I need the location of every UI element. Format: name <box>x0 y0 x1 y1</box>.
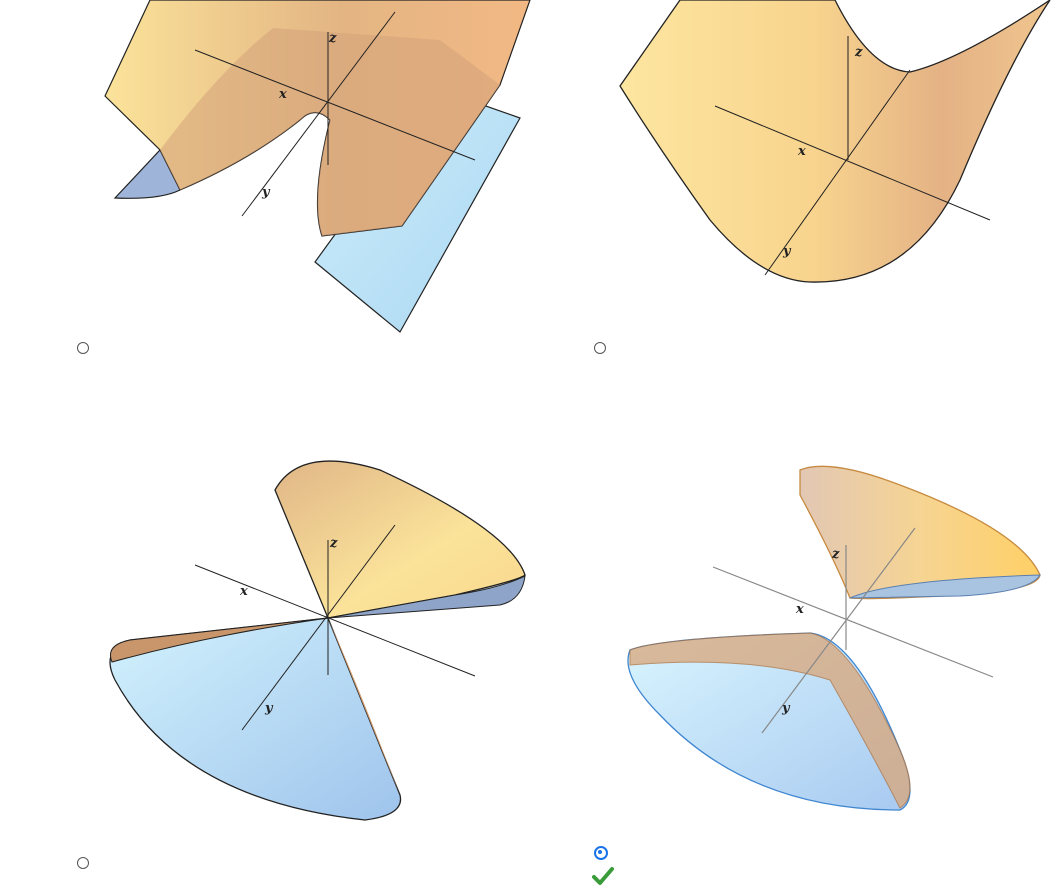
option-d-graph: x y z <box>600 450 1057 830</box>
y-axis-label: y <box>264 701 274 716</box>
option-a-graph: x y z <box>60 0 540 340</box>
x-axis-label: x <box>795 602 804 617</box>
option-a-radio[interactable] <box>77 342 89 354</box>
y-axis-label: y <box>782 244 792 259</box>
y-axis-label: y <box>261 185 271 200</box>
x-axis-label: x <box>797 144 806 159</box>
option-c-radio[interactable] <box>77 857 89 869</box>
z-axis-label: z <box>329 536 338 551</box>
z-axis-label: z <box>328 31 337 46</box>
x-axis-label: x <box>278 87 287 102</box>
z-axis-label: z <box>831 547 840 562</box>
option-b-graph: x y z <box>580 0 1057 300</box>
y-axis-label: y <box>781 701 791 716</box>
option-b-radio[interactable] <box>594 342 606 354</box>
correct-check-icon <box>592 867 614 885</box>
z-axis-label: z <box>854 45 863 60</box>
option-d-radio[interactable] <box>594 846 608 860</box>
option-c-graph: x y z <box>60 440 540 840</box>
x-axis-label: x <box>239 584 248 599</box>
